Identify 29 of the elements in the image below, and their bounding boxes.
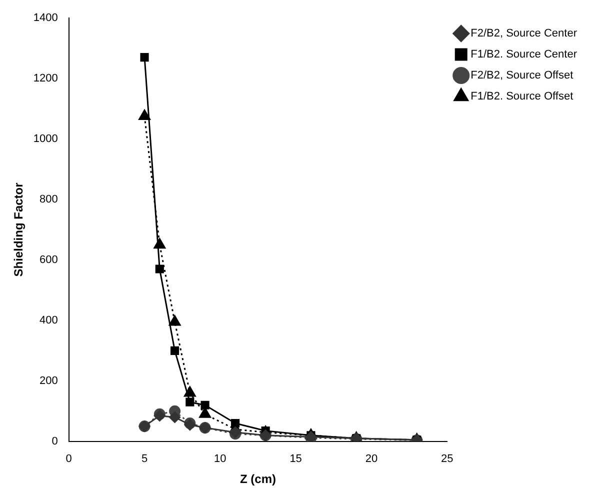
legend-label: F2/B2, Source Offset (470, 70, 574, 82)
point (138, 110, 150, 120)
point (186, 398, 194, 406)
point (169, 411, 181, 423)
y-tick-label: 400 (40, 314, 58, 326)
y-tick-label: 0 (52, 435, 58, 448)
y-tick-label: 1400 (33, 12, 58, 24)
y-tick-label: 1200 (33, 72, 58, 85)
point (155, 264, 164, 274)
point (170, 346, 180, 355)
legend-label: F1/B2. Source Offset (470, 90, 574, 103)
point (184, 386, 196, 397)
y-axis-title: Shielding Factor (12, 182, 26, 277)
y-tick-label: 600 (40, 254, 58, 266)
legend-label: F1/B2. Source Center (470, 48, 578, 61)
y-tick-label: 800 (40, 193, 58, 206)
y-tick-label: 200 (40, 374, 58, 387)
x-tick-label: 15 (290, 453, 302, 466)
legend-label: F2/B2, Source Center (470, 28, 578, 40)
x-tick-label: 5 (141, 453, 148, 466)
point (200, 400, 210, 410)
point (168, 315, 181, 326)
x-tick-label: 0 (66, 453, 72, 466)
x-tick-label: 25 (440, 453, 454, 466)
y-tick-label: 1000 (33, 133, 58, 146)
x-axis-title: Z (cm) (240, 472, 276, 486)
x-tick-label: 10 (214, 453, 226, 466)
x-tick-label: 20 (365, 453, 378, 466)
point (231, 418, 240, 428)
